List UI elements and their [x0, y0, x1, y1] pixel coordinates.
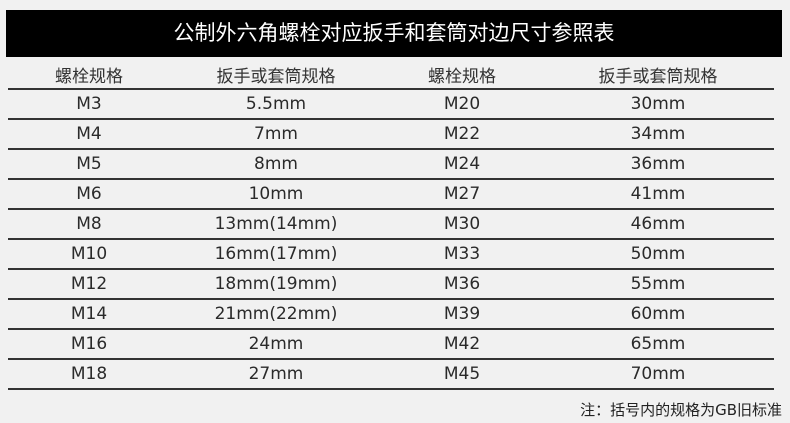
- cell-wrench-spec: 10mm: [170, 179, 382, 210]
- cell-wrench-spec: 18mm(19mm): [170, 269, 382, 300]
- cell-bolt-spec: M6: [8, 179, 170, 210]
- cell-bolt-spec: M14: [8, 299, 170, 330]
- header-row: 螺栓规格 扳手或套筒规格 螺栓规格 扳手或套筒规格: [8, 61, 774, 90]
- table-row: M10 16mm(17mm) M33 50mm: [8, 239, 774, 270]
- cell-wrench-spec: 41mm: [542, 179, 774, 210]
- cell-wrench-spec: 60mm: [542, 299, 774, 330]
- cell-bolt-spec: M4: [8, 119, 170, 150]
- cell-bolt-spec: M3: [8, 89, 170, 120]
- table-row: M14 21mm(22mm) M39 60mm: [8, 299, 774, 330]
- header-wrench-spec: 扳手或套筒规格: [542, 61, 774, 90]
- table-row: M12 18mm(19mm) M36 55mm: [8, 269, 774, 300]
- cell-bolt-spec: M39: [382, 299, 542, 330]
- cell-bolt-spec: M36: [382, 269, 542, 300]
- table-row: M4 7mm M22 34mm: [8, 119, 774, 150]
- cell-bolt-spec: M12: [8, 269, 170, 300]
- cell-bolt-spec: M30: [382, 209, 542, 240]
- cell-bolt-spec: M24: [382, 149, 542, 180]
- cell-bolt-spec: M33: [382, 239, 542, 270]
- header-bolt-spec: 螺栓规格: [382, 61, 542, 90]
- cell-wrench-spec: 36mm: [542, 149, 774, 180]
- table-title: 公制外六角螺栓对应扳手和套筒对边尺寸参照表: [6, 10, 782, 57]
- cell-wrench-spec: 50mm: [542, 239, 774, 270]
- cell-bolt-spec: M18: [8, 359, 170, 390]
- cell-wrench-spec: 21mm(22mm): [170, 299, 382, 330]
- cell-wrench-spec: 34mm: [542, 119, 774, 150]
- footnote: 注：括号内的规格为GB旧标准: [580, 401, 782, 419]
- table-row: M16 24mm M42 65mm: [8, 329, 774, 360]
- cell-bolt-spec: M5: [8, 149, 170, 180]
- cell-wrench-spec: 16mm(17mm): [170, 239, 382, 270]
- cell-wrench-spec: 5.5mm: [170, 89, 382, 120]
- cell-wrench-spec: 27mm: [170, 359, 382, 390]
- cell-wrench-spec: 65mm: [542, 329, 774, 360]
- size-table: 螺栓规格 扳手或套筒规格 螺栓规格 扳手或套筒规格 M3 5.5mm M20 30mm…: [8, 61, 774, 390]
- cell-bolt-spec: M8: [8, 209, 170, 240]
- table-row: M3 5.5mm M20 30mm: [8, 89, 774, 120]
- table-row: M8 13mm(14mm) M30 46mm: [8, 209, 774, 240]
- cell-bolt-spec: M22: [382, 119, 542, 150]
- table-row: M5 8mm M24 36mm: [8, 149, 774, 180]
- table-row: M18 27mm M45 70mm: [8, 359, 774, 390]
- cell-wrench-spec: 55mm: [542, 269, 774, 300]
- table-row: M6 10mm M27 41mm: [8, 179, 774, 210]
- cell-bolt-spec: M27: [382, 179, 542, 210]
- cell-bolt-spec: M10: [8, 239, 170, 270]
- header-bolt-spec: 螺栓规格: [8, 61, 170, 90]
- header-wrench-spec: 扳手或套筒规格: [170, 61, 382, 90]
- cell-wrench-spec: 30mm: [542, 89, 774, 120]
- cell-bolt-spec: M42: [382, 329, 542, 360]
- cell-bolt-spec: M20: [382, 89, 542, 120]
- cell-wrench-spec: 13mm(14mm): [170, 209, 382, 240]
- cell-bolt-spec: M45: [382, 359, 542, 390]
- cell-wrench-spec: 70mm: [542, 359, 774, 390]
- cell-wrench-spec: 24mm: [170, 329, 382, 360]
- cell-wrench-spec: 46mm: [542, 209, 774, 240]
- cell-wrench-spec: 7mm: [170, 119, 382, 150]
- cell-wrench-spec: 8mm: [170, 149, 382, 180]
- cell-bolt-spec: M16: [8, 329, 170, 360]
